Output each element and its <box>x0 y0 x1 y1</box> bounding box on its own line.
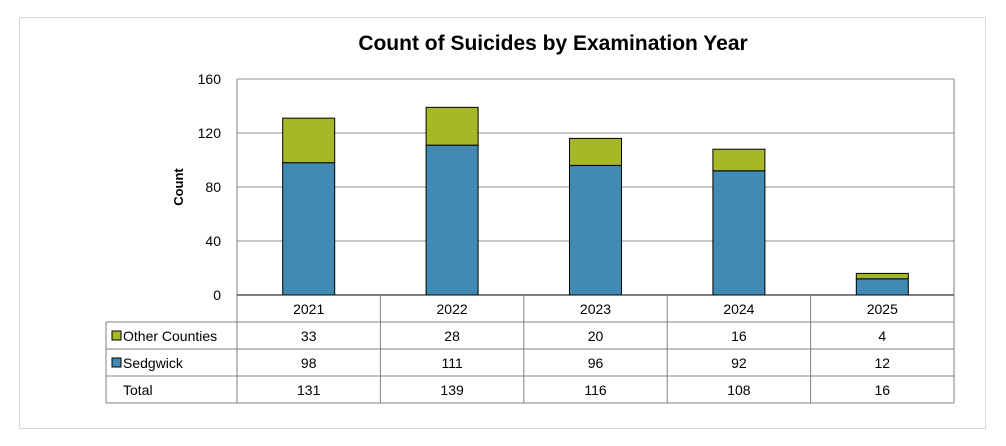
table-cell: 20 <box>588 328 604 344</box>
table-cell: 28 <box>444 328 460 344</box>
bar-sedgwick-2022 <box>425 144 479 296</box>
y-tick-label: 160 <box>198 71 222 87</box>
table-cell: 16 <box>875 382 891 398</box>
chart-frame <box>19 17 986 429</box>
y-tick-label: 40 <box>205 233 221 249</box>
bar-sedgwick-2025 <box>855 278 909 296</box>
y-axis-label: Count <box>171 168 186 206</box>
table-cell: 4 <box>878 328 886 344</box>
table-row-label: Total <box>123 382 153 398</box>
y-tick-label: 120 <box>198 125 222 141</box>
x-tick-label: 2024 <box>723 301 754 317</box>
chart-title: Count of Suicides by Examination Year <box>358 32 747 55</box>
table-cell: 108 <box>727 382 751 398</box>
table-cell: 111 <box>441 355 462 371</box>
y-tick-label: 80 <box>205 179 221 195</box>
x-tick-label: 2021 <box>293 301 324 317</box>
table-cell: 131 <box>297 382 321 398</box>
table-row-label: Sedgwick <box>123 355 184 371</box>
table-cell: 139 <box>440 382 464 398</box>
bar-sedgwick-2023 <box>569 164 622 296</box>
bar-other-counties-2024 <box>712 148 766 172</box>
bar-other-counties-2021 <box>282 117 336 164</box>
bar-other-counties-2022 <box>425 106 479 146</box>
table-cell: 98 <box>301 355 317 371</box>
bar-sedgwick-2021 <box>282 162 336 296</box>
legend-key-other-counties <box>111 330 122 341</box>
table-cell: 12 <box>875 355 891 371</box>
legend-key-sedgwick <box>111 357 122 368</box>
bar-other-counties-2023 <box>569 137 622 166</box>
table-cell: 16 <box>731 328 747 344</box>
table-cell: 116 <box>584 382 607 398</box>
table-cell: 92 <box>731 355 747 371</box>
table-cell: 33 <box>301 328 317 344</box>
table-cell: 96 <box>588 355 604 371</box>
x-tick-label: 2025 <box>867 301 898 317</box>
bar-sedgwick-2024 <box>712 170 766 296</box>
table-row-label: Other Counties <box>123 328 217 344</box>
x-tick-label: 2023 <box>580 301 611 317</box>
y-tick-label: 0 <box>213 287 221 303</box>
x-tick-label: 2022 <box>437 301 468 317</box>
bar-other-counties-2025 <box>855 272 909 280</box>
